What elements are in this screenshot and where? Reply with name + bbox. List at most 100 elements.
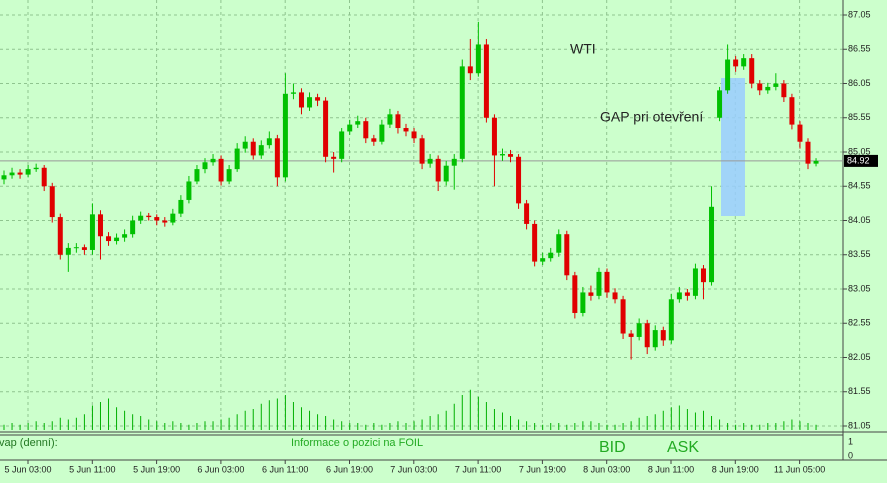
candle-body bbox=[700, 268, 706, 283]
y-tick-label: 85.05 bbox=[848, 146, 871, 156]
annotation: GAP pri otevření bbox=[600, 109, 703, 125]
candle-body bbox=[170, 213, 176, 223]
indicator-label: vap (denní): bbox=[0, 437, 58, 449]
x-tick-label: 7 Jun 19:00 bbox=[519, 464, 566, 474]
candle-body bbox=[138, 215, 144, 221]
candle-body bbox=[323, 100, 329, 157]
ask-button[interactable]: ASK bbox=[667, 439, 699, 456]
candle-body bbox=[210, 158, 216, 163]
candle-body bbox=[435, 158, 441, 182]
candle-body bbox=[41, 167, 47, 187]
candle-body bbox=[572, 275, 578, 313]
candle-body bbox=[403, 128, 409, 132]
candle-body bbox=[355, 121, 361, 125]
candle-body bbox=[604, 271, 610, 293]
candle-body bbox=[178, 199, 184, 214]
x-tick-label: 8 Jun 03:00 bbox=[583, 464, 630, 474]
candle-body bbox=[668, 299, 674, 341]
candle-body bbox=[339, 131, 345, 159]
candle-body bbox=[805, 141, 811, 164]
candle-body bbox=[347, 124, 353, 132]
candle-body bbox=[89, 214, 95, 250]
grid bbox=[0, 0, 843, 432]
candle-body bbox=[331, 156, 337, 159]
candle-body bbox=[17, 172, 23, 175]
candle-body bbox=[749, 58, 755, 84]
candle-body bbox=[813, 160, 819, 164]
candle-body bbox=[628, 333, 634, 337]
candle-body bbox=[97, 214, 103, 237]
bid-button[interactable]: BID bbox=[599, 439, 626, 456]
candle-body bbox=[491, 117, 497, 156]
candle-body bbox=[315, 97, 321, 101]
candle-body bbox=[459, 66, 465, 159]
candle-body bbox=[202, 162, 208, 170]
candle-body bbox=[741, 58, 747, 67]
candle-body bbox=[81, 247, 87, 250]
candle-body bbox=[33, 167, 39, 170]
candle-body bbox=[524, 203, 530, 224]
info-text[interactable]: Informace o pozici na FOIL bbox=[291, 437, 423, 449]
candle-body bbox=[419, 138, 425, 164]
candle-body bbox=[540, 258, 546, 262]
candle-body bbox=[363, 121, 369, 139]
candle-body bbox=[499, 154, 505, 156]
candle-body bbox=[73, 247, 79, 249]
candle-body bbox=[564, 234, 570, 276]
x-tick-label: 5 Jun 19:00 bbox=[133, 464, 180, 474]
candle-body bbox=[49, 186, 55, 218]
candle-body bbox=[475, 44, 481, 74]
candle-body bbox=[548, 252, 554, 259]
chart-title: WTI bbox=[570, 41, 596, 57]
candle-body bbox=[709, 206, 715, 283]
y-tick-label: 82.05 bbox=[848, 352, 871, 362]
y-tick-label: 84.55 bbox=[848, 181, 871, 191]
candle-body bbox=[789, 97, 795, 125]
candle-body bbox=[652, 330, 658, 348]
candle-body bbox=[266, 138, 272, 146]
candle-body bbox=[218, 158, 224, 182]
candle-body bbox=[532, 223, 538, 262]
candle-body bbox=[395, 114, 401, 129]
candle-body bbox=[9, 172, 15, 176]
candle-body bbox=[733, 59, 739, 67]
candle-body bbox=[620, 299, 626, 334]
candle-body bbox=[290, 92, 296, 94]
candle-body bbox=[757, 83, 763, 91]
candle-body bbox=[692, 268, 698, 296]
candle-body bbox=[154, 217, 160, 221]
candle-body bbox=[508, 154, 514, 157]
candle-body bbox=[387, 114, 393, 125]
candle-body bbox=[411, 131, 417, 139]
candle-body bbox=[186, 181, 192, 200]
candle-body bbox=[644, 323, 650, 348]
x-tick-label: 5 Jun 03:00 bbox=[4, 464, 51, 474]
candle-body bbox=[612, 292, 618, 300]
candle-body bbox=[282, 93, 288, 178]
y-tick-label: 84.05 bbox=[848, 215, 871, 225]
candle-body bbox=[684, 292, 690, 296]
candle-body bbox=[242, 141, 248, 149]
x-tick-label: 5 Jun 11:00 bbox=[69, 464, 115, 474]
candle-body bbox=[516, 156, 522, 204]
y-tick-label: 85.55 bbox=[848, 112, 871, 122]
candle-body bbox=[588, 292, 594, 296]
y-tick-label: 81.05 bbox=[848, 420, 871, 430]
candle-body bbox=[773, 83, 779, 87]
last-price-box bbox=[844, 154, 878, 167]
candle-body bbox=[258, 145, 264, 156]
x-tick-label: 6 Jun 11:00 bbox=[262, 464, 308, 474]
y-tick-label: 82.55 bbox=[848, 318, 871, 328]
candle-body bbox=[451, 158, 457, 166]
x-tick-label: 11 Jun 05:00 bbox=[774, 464, 825, 474]
x-tick-label: 7 Jun 11:00 bbox=[455, 464, 501, 474]
candle-body bbox=[483, 44, 489, 118]
candle-body bbox=[379, 124, 385, 142]
candle-body bbox=[765, 86, 771, 91]
candle-body bbox=[298, 92, 304, 108]
candle-body bbox=[57, 217, 63, 255]
panel-tick-label: 0 bbox=[848, 450, 853, 460]
y-tick-label: 81.55 bbox=[848, 386, 871, 396]
candle-body bbox=[25, 169, 31, 175]
